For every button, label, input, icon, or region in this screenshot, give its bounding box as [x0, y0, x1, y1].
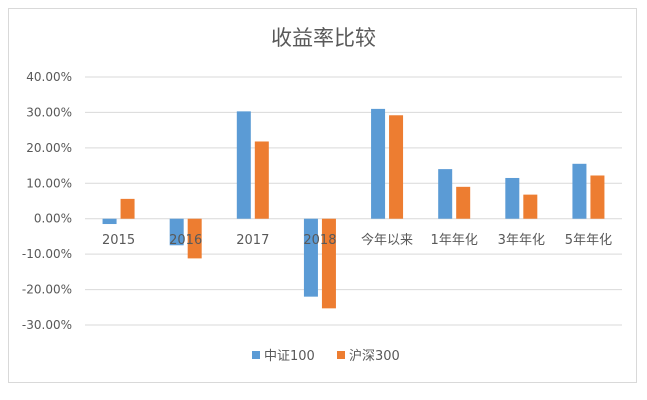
legend-label: 沪深300 [349, 348, 400, 364]
y-axis-ticks: 40.00% 30.00% 20.00% 10.00% 0.00% -10.00% -20.… [22, 70, 72, 332]
y-tick-label: 20.00% [26, 141, 72, 155]
y-tick-label: 10.00% [26, 176, 72, 190]
y-tick-label: -30.00% [22, 318, 72, 332]
bar-series2 [590, 175, 605, 219]
x-category-label: 2017 [236, 233, 269, 248]
bar-series1 [572, 163, 587, 219]
bars [102, 108, 605, 309]
bar-series2 [120, 198, 135, 219]
y-tick-label: -20.00% [22, 283, 72, 297]
legend: 中证100 沪深300 [252, 348, 400, 364]
x-axis-categories: 2015 2016 2017 2018 今年以来 1年年化 3年年化 5年年化 [102, 232, 612, 248]
y-tick-label: -10.00% [22, 247, 72, 261]
bar-series1 [169, 218, 184, 246]
x-category-label: 2015 [102, 233, 135, 248]
bar-series1 [102, 218, 117, 225]
bar-series2 [321, 218, 336, 309]
gridlines [85, 76, 622, 326]
bar-series2 [254, 141, 269, 219]
x-category-label: 今年以来 [361, 232, 413, 248]
bar-series1 [236, 111, 251, 219]
y-tick-label: 40.00% [26, 70, 72, 84]
bar-series2 [187, 218, 202, 259]
bar-series1 [371, 108, 386, 219]
x-category-label: 2016 [169, 233, 202, 248]
y-tick-label: 0.00% [34, 212, 72, 226]
y-tick-label: 30.00% [26, 105, 72, 119]
bar-series1 [303, 218, 318, 297]
bar-series2 [456, 186, 471, 219]
legend-label: 中证100 [264, 349, 315, 364]
legend-swatch [337, 351, 345, 359]
chart-title: 收益率比较 [271, 26, 376, 50]
bar-series2 [389, 115, 404, 219]
bar-series1 [505, 177, 520, 219]
bar-series2 [523, 194, 538, 219]
bar-series1 [438, 169, 453, 219]
x-category-label: 5年年化 [565, 233, 612, 248]
x-category-label: 1年年化 [431, 233, 478, 248]
legend-swatch [252, 351, 260, 359]
x-category-label: 2018 [303, 233, 336, 248]
x-category-label: 3年年化 [498, 233, 545, 248]
